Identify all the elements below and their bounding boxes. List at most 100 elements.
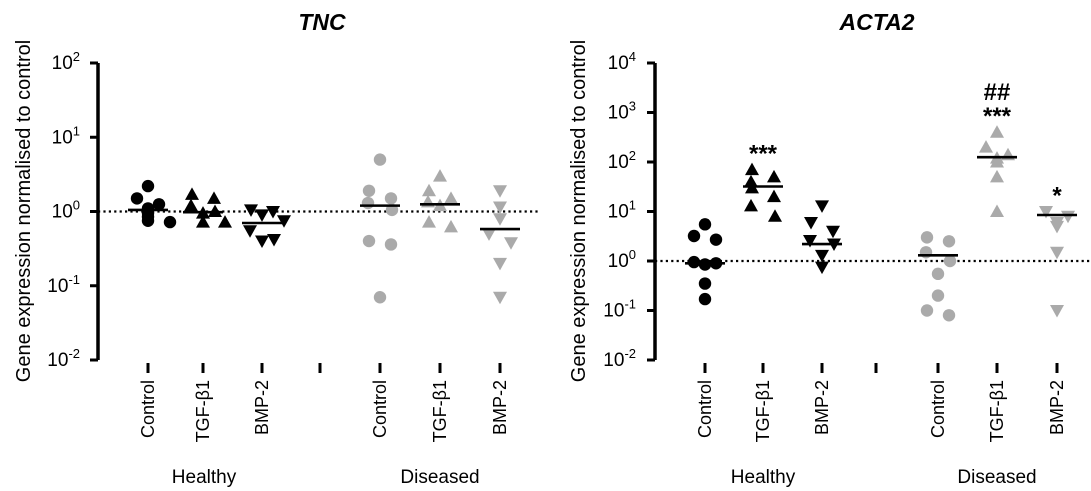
y-tick-label: 100 xyxy=(52,198,80,223)
data-point xyxy=(698,292,712,306)
data-point xyxy=(990,169,1004,183)
category-label: TGF-β1 xyxy=(753,380,773,442)
data-point xyxy=(931,267,945,281)
y-tick-base: 10 xyxy=(608,251,629,272)
data-point xyxy=(196,215,210,228)
data-point xyxy=(243,225,257,238)
data-point xyxy=(979,140,993,153)
y-tick-exponent: 0 xyxy=(73,198,80,213)
category-label: TGF-β1 xyxy=(193,380,213,442)
data-point xyxy=(815,200,829,213)
group-label: Diseased xyxy=(957,467,1036,488)
category-label: BMP-2 xyxy=(490,380,510,435)
y-axis-label: Gene expression normalised to control xyxy=(13,40,35,382)
group-label: Healthy xyxy=(172,467,237,488)
data-point xyxy=(255,235,269,249)
data-point xyxy=(1050,220,1064,234)
data-point xyxy=(141,179,155,193)
category-label: BMP-2 xyxy=(812,380,832,435)
data-point xyxy=(422,183,436,197)
data-point xyxy=(744,198,758,212)
data-point xyxy=(942,235,956,248)
data-point xyxy=(218,215,232,228)
category-label: TGF-β1 xyxy=(430,380,450,442)
significance-mark: *** xyxy=(983,103,1012,130)
y-tick-label: 102 xyxy=(608,148,636,173)
y-tick-exponent: 2 xyxy=(629,148,636,163)
y-tick-base: 10 xyxy=(52,53,73,74)
y-tick-label: 10-2 xyxy=(47,346,80,371)
data-point xyxy=(698,218,712,231)
data-point xyxy=(493,291,507,305)
data-point xyxy=(920,231,934,244)
data-point xyxy=(141,214,155,227)
y-tick-base: 10 xyxy=(608,152,629,173)
data-point xyxy=(152,198,166,211)
panel-acta2: ACTA2 Gene expression normalised to contr… xyxy=(568,9,1091,488)
y-tick-label: 10-1 xyxy=(603,297,636,322)
y-tick-base: 10 xyxy=(52,127,73,148)
data-point xyxy=(185,187,199,200)
y-tick-base: 10 xyxy=(608,202,629,223)
data-point xyxy=(504,237,518,250)
data-point xyxy=(942,309,956,322)
y-tick-base: 10 xyxy=(52,202,73,223)
data-point xyxy=(277,215,291,228)
y-tick-base: 10 xyxy=(603,350,624,371)
category-label: Control xyxy=(370,380,390,438)
data-point xyxy=(422,215,436,228)
y-tick-exponent: 4 xyxy=(629,49,636,64)
y-axis-label: Gene expression normalised to control xyxy=(568,40,590,382)
data-point xyxy=(493,213,507,226)
data-point xyxy=(768,209,782,222)
data-point xyxy=(931,289,945,302)
y-tick-exponent: 2 xyxy=(73,49,80,64)
panel-tnc: TNC Gene expression normalised to control… xyxy=(13,9,538,488)
y-tick-label: 10-2 xyxy=(603,346,636,371)
group-label: Diseased xyxy=(400,467,479,488)
data-point xyxy=(493,257,507,271)
significance-mark: *** xyxy=(749,141,778,168)
data-point xyxy=(990,204,1004,217)
data-point xyxy=(444,219,458,233)
y-tick-base: 10 xyxy=(47,350,68,371)
y-tick-base: 10 xyxy=(608,103,629,124)
data-point xyxy=(698,277,712,290)
category-label: Control xyxy=(928,380,948,438)
data-point xyxy=(804,216,818,230)
data-point xyxy=(990,125,1004,138)
y-tick-exponent: -2 xyxy=(624,346,636,361)
y-tick-label: 104 xyxy=(608,49,636,74)
y-tick-exponent: -1 xyxy=(68,272,80,287)
data-point xyxy=(362,184,376,198)
category-label: BMP-2 xyxy=(252,380,272,435)
data-point xyxy=(990,155,1004,168)
data-point xyxy=(130,192,144,205)
data-point xyxy=(384,238,398,251)
data-point xyxy=(384,192,398,205)
y-tick-exponent: 3 xyxy=(629,99,636,114)
y-tick-base: 10 xyxy=(603,301,624,322)
data-point xyxy=(267,233,281,247)
data-point xyxy=(767,169,781,183)
y-tick-exponent: 1 xyxy=(629,198,636,213)
group-label: Healthy xyxy=(731,467,796,488)
data-point xyxy=(920,304,934,317)
category-label: BMP-2 xyxy=(1047,380,1067,435)
data-point xyxy=(687,229,701,243)
panel-title: TNC xyxy=(298,9,346,35)
data-point xyxy=(255,209,269,222)
significance-mark-secondary: ## xyxy=(984,79,1011,106)
data-point xyxy=(1050,305,1064,318)
y-tick-label: 102 xyxy=(52,49,80,74)
data-point xyxy=(433,169,447,182)
data-point xyxy=(373,291,387,304)
data-point xyxy=(815,249,829,263)
y-tick-exponent: 0 xyxy=(629,247,636,262)
y-tick-base: 10 xyxy=(47,276,68,297)
y-tick-exponent: -2 xyxy=(68,346,80,361)
data-point xyxy=(1050,246,1064,260)
data-point xyxy=(803,234,817,248)
data-point xyxy=(1039,206,1053,219)
